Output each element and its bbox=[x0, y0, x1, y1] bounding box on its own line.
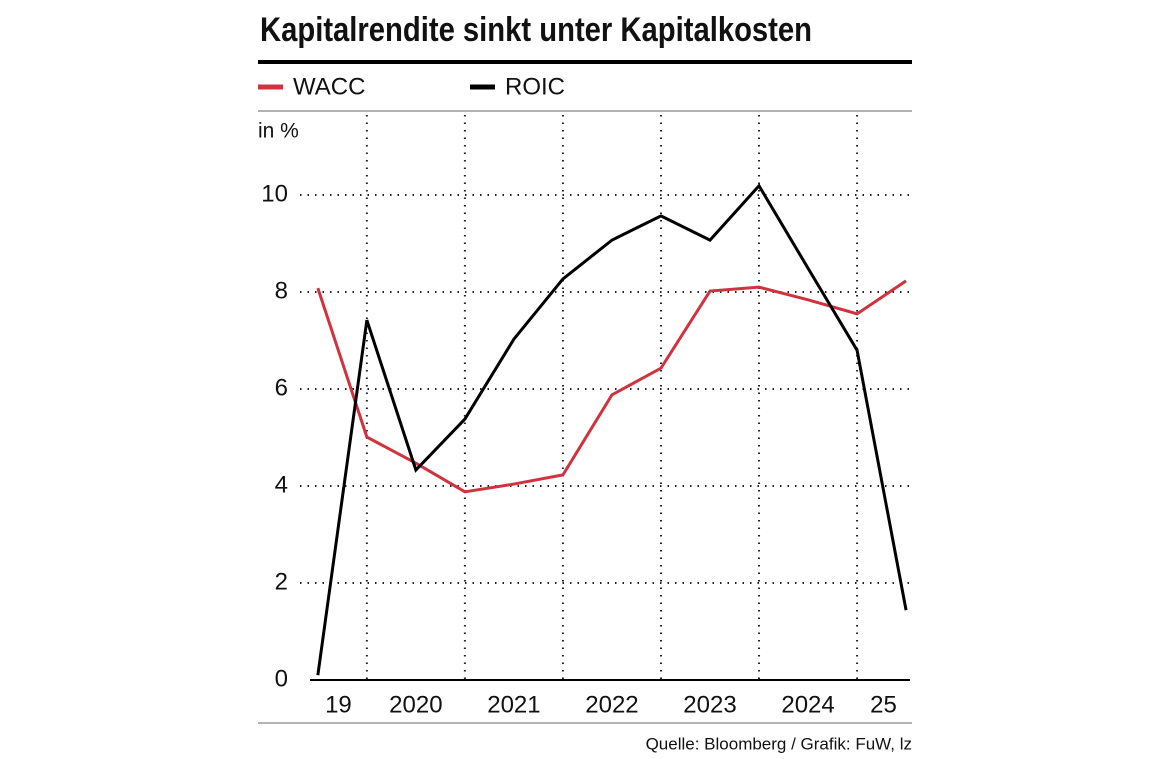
y-tick-label: 8 bbox=[275, 277, 288, 304]
y-tick-label: 0 bbox=[275, 665, 288, 692]
x-tick-label: 2024 bbox=[781, 691, 834, 718]
x-tick-label: 2021 bbox=[487, 691, 540, 718]
y-tick-label: 6 bbox=[275, 374, 288, 401]
x-tick-label: 19 bbox=[325, 691, 352, 718]
series-line bbox=[316, 183, 908, 676]
y-tick-label: 10 bbox=[261, 180, 288, 207]
x-tick-label: 2022 bbox=[585, 691, 638, 718]
y-axis-label: in % bbox=[258, 120, 299, 143]
y-tick-label: 4 bbox=[275, 471, 288, 498]
series-line bbox=[316, 279, 907, 494]
x-tick-label: 2020 bbox=[389, 691, 442, 718]
chart-title: Kapitalrendite sinkt unter Kapitalkosten bbox=[260, 11, 812, 49]
source: Quelle: Bloomberg / Grafik: FuW, lz bbox=[646, 734, 912, 753]
y-tick-label: 2 bbox=[275, 568, 288, 595]
x-tick-label: 25 bbox=[870, 691, 897, 718]
legend-label: ROIC bbox=[505, 73, 565, 100]
x-tick-label: 2023 bbox=[683, 691, 736, 718]
legend-label: WACC bbox=[293, 73, 365, 100]
